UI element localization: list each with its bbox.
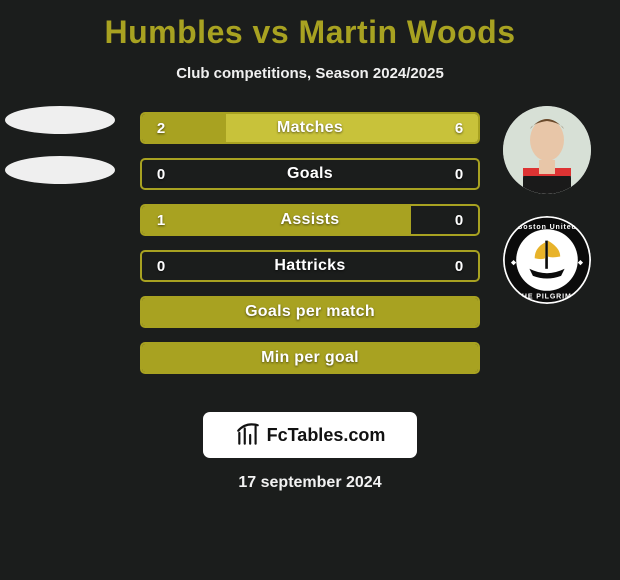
attribution-text: FcTables.com (267, 425, 386, 446)
bar-label: Goals per match (245, 303, 375, 321)
stat-bar-row: Matches 2 6 (140, 112, 480, 144)
page-title: Humbles vs Martin Woods (0, 0, 620, 51)
bar-label: Matches (277, 119, 343, 137)
bar-value-right: 0 (442, 252, 476, 280)
bar-value-left: 2 (144, 114, 178, 142)
stat-bar-row: Goals 0 0 (140, 158, 480, 190)
bar-label: Min per goal (261, 349, 359, 367)
bar-label: Hattricks (274, 257, 345, 275)
bar-value-right: 0 (442, 160, 476, 188)
subtitle: Club competitions, Season 2024/2025 (0, 65, 620, 82)
date-text: 17 september 2024 (0, 474, 620, 492)
stat-bar-row: Min per goal (140, 342, 480, 374)
bar-value-right: 6 (442, 114, 476, 142)
bar-fill-right (226, 114, 478, 142)
attribution-badge: FcTables.com (203, 412, 417, 458)
player2-column: Boston United THE PILGRIMS (482, 106, 612, 304)
club-name-text: Boston United (517, 224, 576, 231)
player2-avatar (503, 106, 591, 194)
bar-label: Goals (287, 165, 333, 183)
bar-label: Assists (280, 211, 339, 229)
club-motto-text: THE PILGRIMS (517, 294, 578, 301)
player2-club-badge: Boston United THE PILGRIMS (503, 216, 591, 304)
stat-bar-row: Hattricks 0 0 (140, 250, 480, 282)
fctables-icon (235, 422, 261, 448)
comparison-stage: Boston United THE PILGRIMS Matches 2 6 Goal… (0, 112, 620, 402)
player-portrait-icon (503, 106, 591, 194)
stat-bar-row: Assists 1 0 (140, 204, 480, 236)
player1-column (0, 106, 125, 184)
player1-avatar (5, 106, 115, 134)
bar-fill-left (142, 206, 411, 234)
club-crest-icon: Boston United THE PILGRIMS (503, 216, 591, 304)
stat-bars: Matches26Goals00Assists10Hattricks00Goal… (140, 112, 480, 374)
bar-value-left: 0 (144, 160, 178, 188)
bar-value-right: 0 (442, 206, 476, 234)
player1-club-badge (5, 156, 115, 184)
bar-value-left: 1 (144, 206, 178, 234)
bar-value-left: 0 (144, 252, 178, 280)
stat-bar-row: Goals per match (140, 296, 480, 328)
